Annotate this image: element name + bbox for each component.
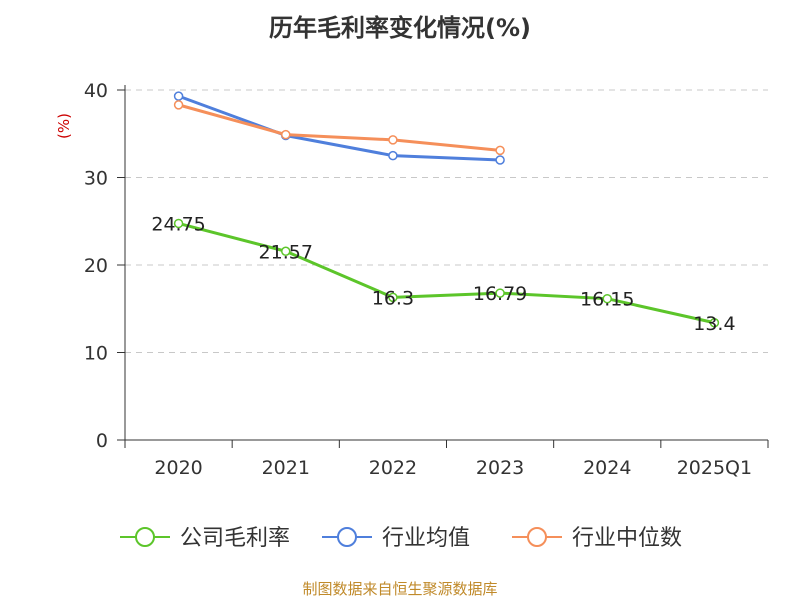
data-label: 16.79 xyxy=(473,283,527,305)
x-tick-label: 2021 xyxy=(262,457,310,479)
y-tick-label: 30 xyxy=(84,168,108,190)
data-point xyxy=(173,100,184,110)
x-tick-label: 2023 xyxy=(476,457,524,479)
chart-title: 历年毛利率变化情况(%) xyxy=(269,14,531,42)
x-tick-label: 2020 xyxy=(154,457,202,479)
data-point xyxy=(709,318,720,328)
data-point xyxy=(495,288,505,298)
legend-label: 公司毛利率 xyxy=(180,526,290,551)
data-label: 16.3 xyxy=(372,287,414,309)
data-point xyxy=(388,292,398,303)
data-label: 13.4 xyxy=(693,313,735,335)
data-point xyxy=(281,129,291,140)
series-line-2 xyxy=(178,94,501,162)
legend-label: 行业中位数 xyxy=(572,526,682,551)
data-point xyxy=(173,218,184,229)
legend-marker xyxy=(135,527,155,547)
data-point xyxy=(281,246,291,257)
y-tick-label: 10 xyxy=(84,343,108,365)
data-point xyxy=(173,91,184,101)
y-tick-label: 20 xyxy=(84,255,108,277)
data-label: 24.75 xyxy=(151,213,205,235)
data-label: 16.15 xyxy=(580,289,634,311)
data-label: 21.57 xyxy=(259,241,313,263)
data-point xyxy=(495,155,505,165)
y-tick-label: 0 xyxy=(96,430,108,452)
data-point xyxy=(388,150,398,161)
y-axis-label: (%) xyxy=(55,113,73,139)
data-point xyxy=(602,293,612,304)
x-tick-label: 2024 xyxy=(583,457,631,479)
x-tick-label: 2022 xyxy=(369,457,417,479)
x-tick-label: 2025Q1 xyxy=(677,457,752,479)
legend-marker xyxy=(527,527,547,547)
series-line-1 xyxy=(178,221,715,325)
data-point xyxy=(495,145,505,156)
series-line-3 xyxy=(178,103,501,152)
legend-marker xyxy=(337,527,357,547)
data-point xyxy=(388,135,398,145)
y-tick-label: 40 xyxy=(84,80,108,102)
source-note: 制图数据来自恒生聚源数据库 xyxy=(302,580,498,598)
legend-label: 行业均值 xyxy=(382,526,470,551)
